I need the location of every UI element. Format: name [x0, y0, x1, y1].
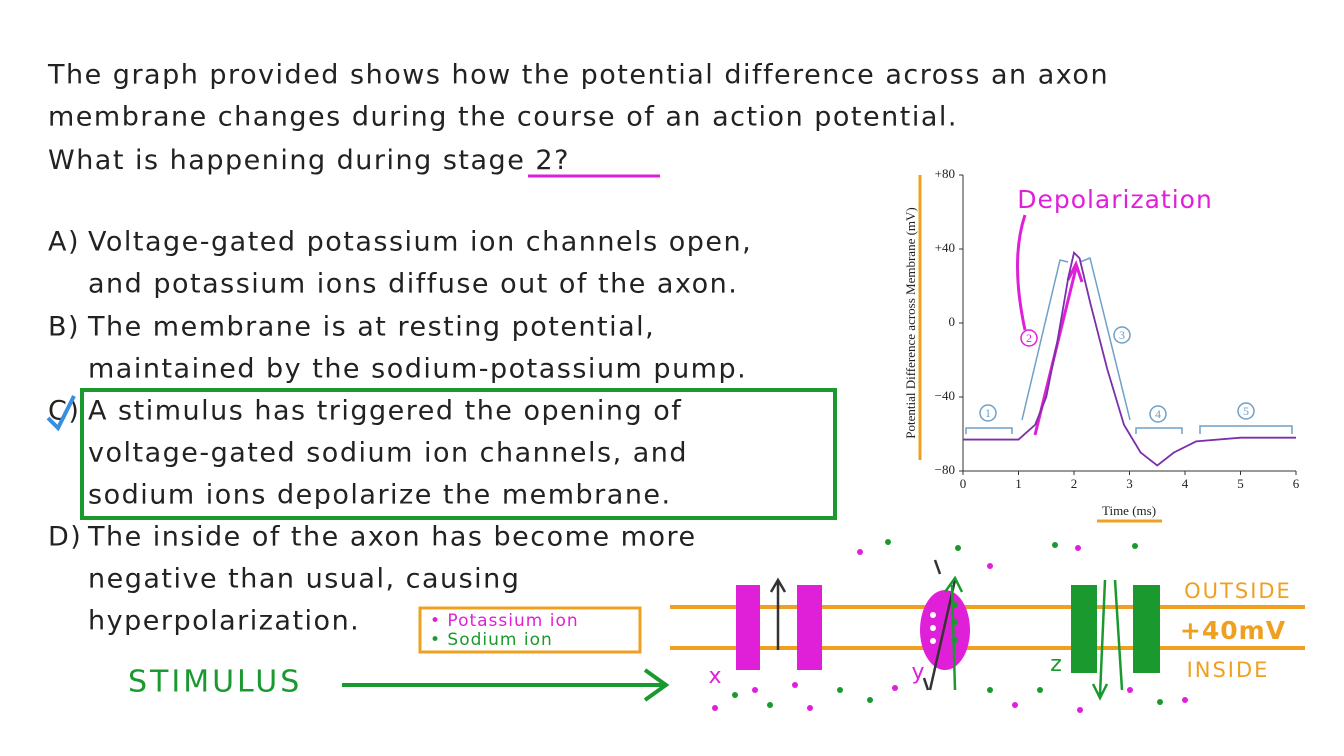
- annotation: Depolarization: [1017, 185, 1213, 214]
- option-line: maintained by the sodium-potassium pump.: [88, 354, 747, 385]
- option-line: negative than usual, causing: [88, 564, 520, 595]
- stage-label: 2: [1026, 331, 1032, 345]
- x-axis-label: Time (ms): [1102, 503, 1156, 518]
- option-line: The membrane is at resting potential,: [87, 312, 655, 343]
- k-channel: [797, 585, 822, 670]
- question-highlight: stage 2: [443, 145, 554, 176]
- check-mark: [46, 395, 76, 432]
- ions: [712, 539, 1188, 713]
- x-tick-label: 0: [960, 476, 967, 491]
- option-letter: A): [48, 227, 80, 258]
- question-and-options: The graph provided shows how the potenti…: [47, 60, 1109, 637]
- stage-label: 5: [1243, 404, 1249, 418]
- stage-label: 4: [1155, 407, 1161, 421]
- stage-label: 1: [985, 406, 991, 420]
- stage-circle: [979, 404, 997, 422]
- stage-circle: [1149, 405, 1167, 423]
- na-arrows: [1091, 579, 1124, 701]
- option-line: sodium ions depolarize the membrane.: [88, 480, 672, 511]
- option-line: voltage-gated sodium ion channels, and: [88, 438, 688, 469]
- na-channel: [1071, 585, 1097, 673]
- stage-circle: [1237, 402, 1255, 420]
- option-line: and potassium ions diffuse out of the ax…: [88, 269, 738, 300]
- stage-circle: [1020, 329, 1038, 347]
- arrow: [769, 577, 787, 650]
- y-tick-label: −80: [935, 462, 955, 477]
- option-letter: B): [48, 312, 80, 343]
- option-letter: D): [48, 522, 82, 553]
- answer-box: [80, 388, 837, 520]
- option-line: The inside of the axon has become more: [87, 522, 697, 553]
- option-line: hyperpolarization.: [88, 606, 360, 637]
- outside-label: OUTSIDE: [1184, 579, 1292, 603]
- question-suffix: ?: [554, 145, 570, 176]
- option-line: A stimulus has triggered the opening of: [88, 396, 682, 427]
- y-tick-label: +40: [935, 240, 955, 255]
- legend-box: [418, 606, 642, 654]
- x-tick-label: 3: [1126, 476, 1133, 491]
- channel-label: y: [911, 660, 924, 685]
- y-tick-label: −40: [935, 388, 955, 403]
- x-tick-label: 1: [1015, 476, 1022, 491]
- y-tick-label: 0: [949, 314, 956, 329]
- channel-label: z: [1050, 652, 1062, 677]
- question-prefix: What is happening during: [48, 145, 443, 176]
- y-axis-label: Potential Difference across Membrane (mV…: [903, 207, 918, 439]
- k-channel: [736, 585, 760, 670]
- y-tick-label: +80: [935, 166, 955, 181]
- x-tick-label: 4: [1182, 476, 1189, 491]
- stage-brackets: [965, 256, 1293, 434]
- pump-arrows: [922, 559, 957, 691]
- option-line: Voltage-gated potassium ion channels ope…: [88, 227, 752, 258]
- na-channel: [1133, 585, 1160, 673]
- x-tick-label: 2: [1071, 476, 1078, 491]
- question-line: membrane changes during the course of an…: [48, 102, 958, 133]
- stage-circle: [1113, 326, 1131, 344]
- x-tick-label: 5: [1237, 476, 1244, 491]
- x-tick-label: 6: [1293, 476, 1300, 491]
- stimulus-label: STIMULUS: [128, 665, 302, 700]
- question-line: The graph provided shows how the potenti…: [47, 60, 1109, 91]
- annotation-arrow: [1016, 214, 1027, 331]
- potential-curve: [963, 250, 1296, 467]
- question-line: What is happening during stage 2?: [48, 145, 570, 176]
- pump: [920, 590, 970, 670]
- legend-entry: • Potassium ion: [430, 611, 579, 631]
- channel-label: x: [708, 664, 721, 689]
- stimulus-arrow: [342, 668, 670, 702]
- legend-entry: • Sodium ion: [430, 630, 553, 650]
- stage-label: 3: [1119, 328, 1125, 342]
- voltage-label: +40mV: [1180, 616, 1286, 645]
- inside-label: INSIDE: [1187, 658, 1270, 682]
